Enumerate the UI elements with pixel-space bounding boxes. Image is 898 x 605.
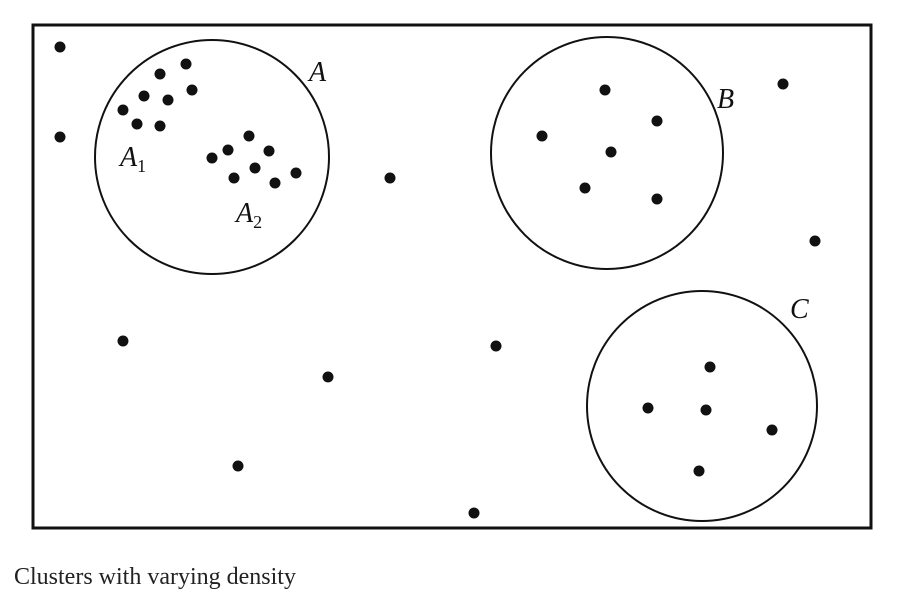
subcluster-a2-point <box>222 144 234 156</box>
subcluster-a2-point <box>243 130 255 142</box>
figure-caption: Clusters with varying density <box>14 564 296 590</box>
subcluster-a1-point <box>154 120 166 132</box>
subcluster-a2-point <box>263 145 275 157</box>
cluster-b-point <box>651 193 663 205</box>
cluster-b-point <box>605 146 617 158</box>
subcluster-a2-point <box>206 152 218 164</box>
noise-point <box>54 41 66 53</box>
cluster-c-point <box>693 465 705 477</box>
noise-point <box>322 371 334 383</box>
subcluster-a1-point <box>131 118 143 130</box>
cluster-diagram: A B C A1 A2 <box>31 23 873 530</box>
cluster-b-label: B <box>717 84 734 115</box>
subcluster-a2-point <box>249 162 261 174</box>
subcluster-a1-point <box>117 104 129 116</box>
cluster-c-point <box>642 402 654 414</box>
frame <box>31 23 873 530</box>
noise-point <box>490 340 502 352</box>
cluster-b-point <box>579 182 591 194</box>
subcluster-a2-label: A2 <box>234 198 262 232</box>
noise-point <box>777 78 789 90</box>
cluster-a-label: A <box>307 57 327 88</box>
cluster-b-point <box>536 130 548 142</box>
cluster-b-circle <box>490 36 724 270</box>
data-points <box>54 41 821 519</box>
subcluster-a1-label: A1 <box>118 142 146 176</box>
cluster-c-circle <box>586 290 818 522</box>
noise-point <box>232 460 244 472</box>
noise-point <box>54 131 66 143</box>
subcluster-a1-point <box>186 84 198 96</box>
subcluster-a1-point <box>138 90 150 102</box>
noise-point <box>117 335 129 347</box>
noise-point <box>809 235 821 247</box>
subcluster-a2-point <box>228 172 240 184</box>
cluster-b-point <box>651 115 663 127</box>
cluster-c-point <box>700 404 712 416</box>
subcluster-a2-point <box>290 167 302 179</box>
cluster-c-point <box>704 361 716 373</box>
noise-point <box>384 172 396 184</box>
subcluster-a1-point <box>154 68 166 80</box>
subcluster-a1-point <box>162 94 174 106</box>
noise-point <box>468 507 480 519</box>
cluster-c-point <box>766 424 778 436</box>
cluster-b-point <box>599 84 611 96</box>
cluster-c-label: C <box>790 294 809 325</box>
subcluster-a2-point <box>269 177 281 189</box>
subcluster-a1-point <box>180 58 192 70</box>
cluster-a-circle <box>94 39 330 275</box>
